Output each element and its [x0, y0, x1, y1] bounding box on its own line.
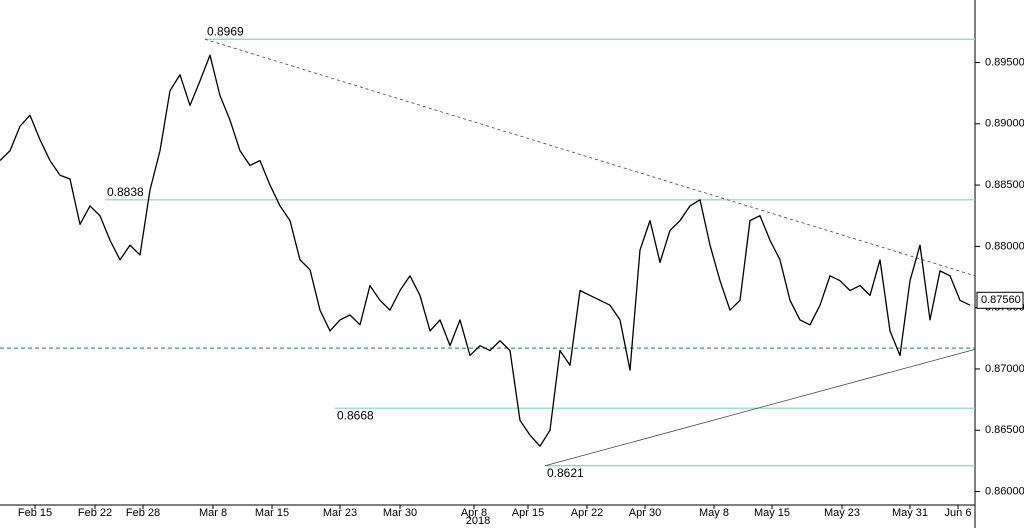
x-tick-label: Mar 23 — [323, 507, 357, 519]
x-tick-label: Feb 22 — [78, 507, 112, 519]
x-tick-label: Feb 15 — [18, 507, 52, 519]
y-tick-label: 0.88500 — [985, 179, 1024, 191]
x-tick-label: Mar 8 — [199, 507, 227, 519]
y-tick-label: 0.86000 — [985, 485, 1024, 497]
last-price-label: 0.87560 — [981, 294, 1021, 306]
x-tick-label: Apr 8 — [461, 507, 487, 519]
x-tick-label: Feb 28 — [126, 507, 160, 519]
level-label: 0.8668 — [337, 408, 374, 422]
x-tick-label: May 23 — [824, 507, 860, 519]
x-tick-label: Mar 15 — [255, 507, 289, 519]
price-line — [0, 54, 971, 447]
level-label: 0.8621 — [547, 466, 584, 480]
x-tick-label: Apr 30 — [629, 507, 661, 519]
level-label: 0.8969 — [207, 24, 244, 38]
trendline — [204, 38, 976, 277]
x-group-label: 2018 — [466, 515, 490, 527]
level-label: 0.8838 — [107, 185, 144, 199]
trendline — [544, 348, 976, 467]
last-price-box — [976, 291, 1024, 309]
x-tick-label: Apr 15 — [512, 507, 544, 519]
y-tick-label: 0.87000 — [985, 363, 1024, 375]
x-tick-label: Apr 22 — [571, 507, 603, 519]
x-tick-label: Mar 30 — [383, 507, 417, 519]
y-tick-label: 0.86500 — [985, 424, 1024, 436]
x-tick-label: Jun 6 — [945, 507, 972, 519]
x-tick-label: May 8 — [699, 507, 729, 519]
y-tick-label: 0.89500 — [985, 56, 1024, 68]
y-tick-label: 0.89000 — [985, 118, 1024, 130]
x-tick-label: May 15 — [754, 507, 790, 519]
x-tick-label: May 31 — [892, 507, 928, 519]
y-tick-label: 0.88000 — [985, 240, 1024, 252]
